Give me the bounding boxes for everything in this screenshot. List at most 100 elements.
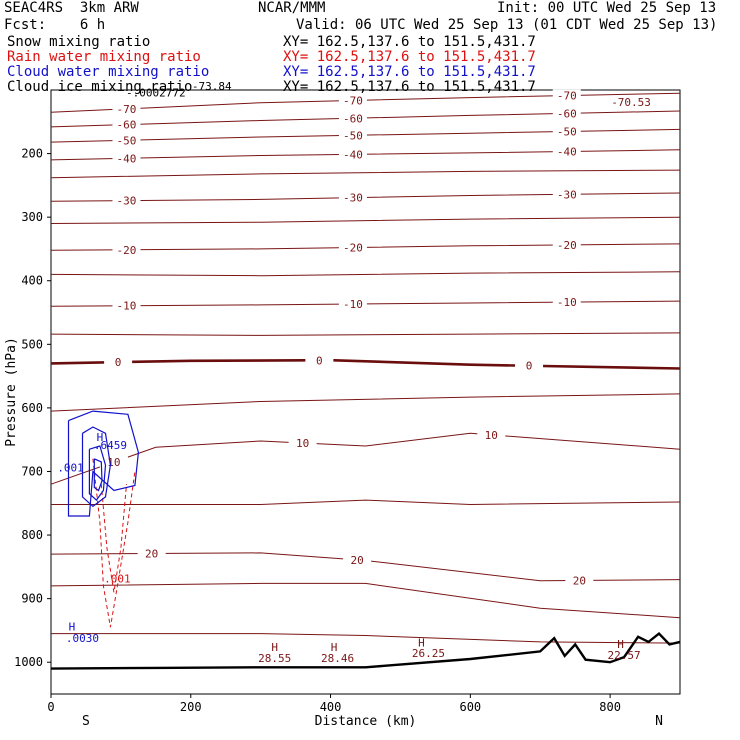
legend-cloud-water-name: Cloud water mixing ratio bbox=[7, 64, 210, 80]
temperature-label-bg bbox=[112, 299, 141, 312]
temperature-label-bg bbox=[477, 428, 506, 441]
temperature-label-13-1: 10 bbox=[296, 437, 309, 450]
temperature-label-bg bbox=[99, 456, 128, 469]
x-tick-label-200: 200 bbox=[180, 700, 202, 714]
temperature-label-bg bbox=[552, 125, 581, 138]
temperature-contour-16 bbox=[50, 582, 681, 619]
temperature-label-bg bbox=[338, 241, 367, 254]
y-axis-title: Pressure (hPa) bbox=[4, 337, 19, 447]
annotation-6: 28.46 bbox=[321, 652, 354, 665]
temperature-label-0-0: -70 bbox=[117, 103, 137, 116]
temperature-label-bg bbox=[137, 547, 166, 560]
annotation-12: .0030 bbox=[66, 632, 99, 645]
terrain-line bbox=[50, 631, 681, 670]
temperature-label-bg bbox=[112, 118, 141, 131]
annotation-2: -73.84 bbox=[192, 80, 232, 93]
temperature-label-bg bbox=[552, 188, 581, 201]
temperature-label-0-2: -70 bbox=[557, 90, 577, 103]
temperature-label-11-2: 0 bbox=[526, 360, 533, 373]
y-tick-label-800: 800 bbox=[21, 528, 43, 542]
y-tick-label-700: 700 bbox=[21, 464, 43, 478]
temperature-label-bg bbox=[338, 94, 367, 107]
y-tick-label-500: 500 bbox=[21, 337, 43, 351]
temperature-label-7-1: -20 bbox=[343, 242, 363, 255]
annotation-10: 22.57 bbox=[608, 649, 641, 662]
temperature-label-2-1: -50 bbox=[343, 129, 363, 142]
cloud-contour-0 bbox=[67, 410, 140, 517]
temperature-label-5-0: -30 bbox=[117, 195, 137, 208]
annotation-11: H bbox=[69, 620, 76, 633]
temperature-contour-17 bbox=[51, 633, 681, 644]
annotation-0: -70.53 bbox=[611, 96, 651, 109]
org-label: NCAR/MMM bbox=[258, 0, 326, 16]
y-tick-label-200: 200 bbox=[21, 147, 43, 161]
temperature-label-bg bbox=[343, 553, 372, 566]
y-tick-label-900: 900 bbox=[21, 592, 43, 606]
temperature-label-9-0: -10 bbox=[117, 300, 137, 313]
valid-time: Valid: 06 UTC Wed 25 Sep 13 (01 CDT Wed … bbox=[296, 17, 718, 33]
temperature-label-bg bbox=[552, 145, 581, 158]
temperature-contour-14 bbox=[51, 499, 681, 506]
x-tick-label-800: 800 bbox=[599, 700, 621, 714]
temperature-label-7-2: -20 bbox=[557, 239, 577, 252]
temperature-label-15-2: 20 bbox=[573, 574, 586, 587]
temperature-label-1-0: -60 bbox=[117, 119, 137, 132]
endpoint-south: S bbox=[82, 714, 90, 729]
temperature-contour-8 bbox=[50, 271, 681, 277]
temperature-contour-10 bbox=[50, 332, 681, 336]
init-time: Init: 00 UTC Wed 25 Sep 13 bbox=[497, 0, 717, 16]
temperature-label-bg bbox=[552, 296, 581, 309]
legend-snow-xy: XY= 162.5,137.6 to 151.5,431.7 bbox=[283, 34, 536, 50]
rain-contour-0 bbox=[92, 458, 136, 628]
plot-frame bbox=[50, 89, 681, 695]
forecast-hour: Fcst: 6 h bbox=[4, 17, 106, 33]
temperature-label-9-1: -10 bbox=[343, 298, 363, 311]
temperature-label-bg bbox=[338, 148, 367, 161]
x-tick-label-600: 600 bbox=[459, 700, 481, 714]
endpoint-north: N bbox=[655, 714, 663, 729]
legend-cloud-ice-name: Cloud ice mixing ratio bbox=[7, 79, 193, 95]
temperature-contour-12 bbox=[50, 393, 681, 412]
temperature-label-15-1: 20 bbox=[350, 554, 363, 567]
y-tick-label-400: 400 bbox=[21, 274, 43, 288]
annotation-7: H bbox=[418, 636, 425, 649]
temperature-label-bg bbox=[112, 134, 141, 147]
temperature-label-13-2: 10 bbox=[485, 429, 498, 442]
legend-snow-name: Snow mixing ratio bbox=[7, 34, 151, 50]
temperature-label-bg bbox=[104, 356, 133, 369]
temperature-label-3-2: -40 bbox=[557, 145, 577, 158]
temperature-label-15-0: 20 bbox=[145, 548, 158, 561]
temperature-label-bg bbox=[552, 107, 581, 120]
temperature-label-bg bbox=[338, 191, 367, 204]
annotation-14: .001 bbox=[57, 461, 84, 474]
temperature-label-bg bbox=[338, 112, 367, 125]
annotation-9: H bbox=[617, 638, 624, 651]
temperature-label-7-0: -20 bbox=[117, 244, 137, 257]
temperature-label-0-1: -70 bbox=[343, 94, 363, 107]
rain-contour-1 bbox=[100, 484, 127, 593]
legend-rain-name: Rain water mixing ratio bbox=[7, 49, 201, 65]
temperature-label-1-1: -60 bbox=[343, 112, 363, 125]
temperature-contour-13 bbox=[50, 432, 681, 485]
annotation-15: H bbox=[97, 431, 104, 444]
temperature-label-bg bbox=[112, 243, 141, 256]
x-axis-title: Distance (km) bbox=[315, 714, 417, 729]
temperature-label-bg bbox=[112, 194, 141, 207]
temperature-label-3-0: -40 bbox=[117, 152, 137, 165]
y-tick-label-300: 300 bbox=[21, 210, 43, 224]
temperature-label-bg bbox=[305, 354, 334, 367]
cloud-contour-2 bbox=[88, 445, 107, 501]
temperature-label-bg bbox=[338, 129, 367, 142]
x-tick-label-400: 400 bbox=[320, 700, 342, 714]
model-title: SEAC4RS 3km ARW bbox=[4, 0, 139, 16]
temperature-label-bg bbox=[565, 574, 594, 587]
temperature-contour-6 bbox=[50, 216, 681, 224]
annotation-1: -.0002772 bbox=[126, 86, 186, 99]
temperature-label-11-1: 0 bbox=[316, 354, 323, 367]
temperature-label-11-0: 0 bbox=[115, 356, 122, 369]
y-tick-label-600: 600 bbox=[21, 401, 43, 415]
cloud-contour-3 bbox=[93, 458, 103, 492]
temperature-label-bg bbox=[552, 89, 581, 102]
temperature-label-bg bbox=[112, 152, 141, 165]
temperature-label-2-0: -50 bbox=[117, 134, 137, 147]
